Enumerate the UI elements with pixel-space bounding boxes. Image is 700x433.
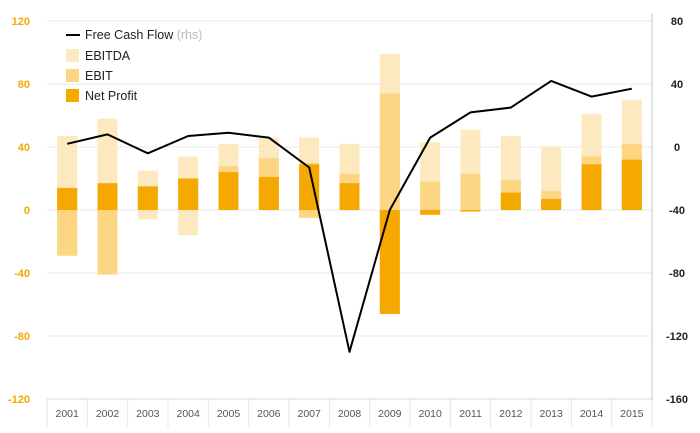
bar-ebit-2010 — [420, 181, 441, 215]
bar-net-profit-2006 — [258, 176, 279, 210]
legend-label-ebit: EBIT — [85, 69, 113, 83]
legend-label-net-profit: Net Profit — [85, 89, 138, 103]
x-tick-label: 2005 — [217, 408, 241, 420]
bar-net-profit-2008 — [339, 183, 360, 210]
x-tick-label: 2009 — [378, 408, 402, 420]
x-tick-label: 2015 — [620, 408, 644, 420]
x-tick-label: 2002 — [96, 408, 120, 420]
right-tick-label: -160 — [666, 394, 688, 406]
left-tick-label: 40 — [18, 142, 30, 154]
legend-note-rhs: (rhs) — [177, 28, 203, 42]
gridlines — [46, 20, 653, 427]
bar-net-profit-2015 — [621, 159, 642, 210]
fcf-line-layer — [66, 79, 632, 353]
x-tick-label: 2008 — [338, 408, 362, 420]
bar-net-profit-2013 — [541, 198, 562, 210]
right-tick-label: -40 — [669, 205, 685, 217]
x-tick-label: 2011 — [459, 408, 482, 420]
legend-swatch-ebit — [66, 69, 79, 82]
x-tick-label: 2012 — [499, 408, 523, 420]
legend: Free Cash Flow (rhs) EBITDA EBIT Net Profit — [66, 28, 202, 103]
bar-net-profit-2002 — [97, 183, 118, 210]
bar-net-profit-2009 — [379, 210, 400, 314]
left-tick-label: -120 — [8, 394, 30, 406]
bar-net-profit-2007 — [299, 164, 320, 210]
right-tick-label: 80 — [671, 16, 683, 28]
x-tick-label: 2013 — [539, 408, 563, 420]
bars — [57, 54, 642, 314]
x-tick-label: 2007 — [297, 408, 321, 420]
bar-net-profit-2004 — [178, 178, 199, 210]
right-tick-label: 0 — [674, 142, 680, 154]
bar-net-profit-2011 — [460, 210, 481, 212]
left-tick-label: 0 — [24, 205, 30, 217]
left-tick-label: 80 — [18, 79, 30, 91]
bar-net-profit-2010 — [420, 210, 441, 215]
bar-net-profit-2014 — [581, 164, 602, 210]
left-tick-label: -80 — [14, 331, 30, 343]
right-tick-label: 40 — [671, 79, 683, 91]
x-tick-label: 2004 — [176, 408, 200, 420]
right-tick-label: -120 — [666, 331, 688, 343]
bar-ebit-2011 — [460, 173, 481, 210]
x-tick-label: 2006 — [257, 408, 281, 420]
left-tick-label: -40 — [14, 268, 30, 280]
legend-label-ebitda: EBITDA — [85, 49, 131, 63]
bar-net-profit-2001 — [57, 187, 78, 210]
bar-net-profit-2003 — [137, 186, 158, 210]
x-tick-label: 2014 — [580, 408, 604, 420]
x-tick-label: 2010 — [418, 408, 442, 420]
x-tick-label: 2003 — [136, 408, 160, 420]
bar-net-profit-2005 — [218, 172, 239, 210]
x-tick-label: 2001 — [55, 408, 79, 420]
right-tick-label: -80 — [669, 268, 685, 280]
axes: 120 80 40 0 -40 -80 -120 80 40 0 -40 -80 -120 -160 200… — [8, 13, 688, 420]
bar-net-profit-2012 — [500, 192, 521, 210]
fcf-line — [66, 79, 632, 353]
legend-swatch-net-profit — [66, 89, 79, 102]
legend-label-fcf: Free Cash Flow (rhs) — [85, 28, 202, 42]
legend-swatch-ebitda — [66, 49, 79, 62]
left-tick-label: 120 — [12, 16, 30, 28]
